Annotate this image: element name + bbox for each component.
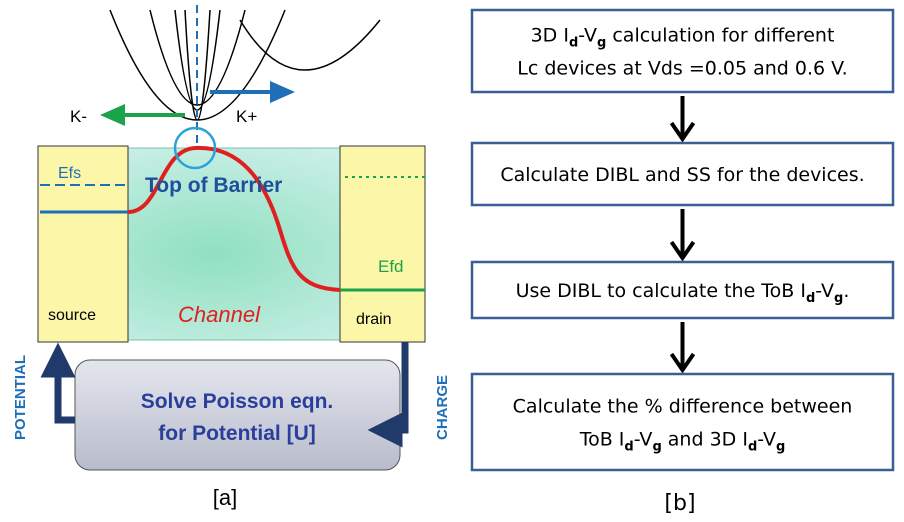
flow-arrow (672, 322, 694, 370)
k-minus-arrow (100, 104, 185, 126)
efs: Efs (58, 165, 81, 182)
panel-label: [b] (664, 491, 695, 516)
panel-b: [b] 3D Id-Vg calculation for differentLc… (472, 10, 893, 516)
poisson-line: for Potential [U] (158, 422, 316, 445)
panel-a: K- K+ Efs Top of Barrier Efd source Chan… (12, 5, 451, 510)
subscript: d (806, 291, 815, 306)
k-minus: K- (70, 107, 87, 126)
source: source (48, 307, 96, 324)
text-run: Calculate DIBL and SS for the devices. (500, 164, 864, 186)
text-run: -V (578, 25, 597, 47)
subscript: g (776, 440, 785, 455)
drain: drain (356, 311, 392, 328)
subscript: g (652, 440, 661, 455)
text-run: -V (815, 280, 834, 302)
efd: Efd (378, 257, 404, 276)
text-run: -V (757, 429, 776, 451)
step-box (472, 374, 893, 470)
flow-arrow (672, 96, 694, 139)
charge: CHARGE (434, 375, 451, 440)
step-text: Calculate DIBL and SS for the devices. (500, 164, 864, 186)
panel-label: [a] (213, 485, 237, 510)
subscript: d (569, 36, 578, 51)
text-run: -V (634, 429, 653, 451)
step-text: Lc devices at Vds =0.05 and 0.6 V. (517, 58, 847, 80)
text-run: ToB I (579, 429, 625, 451)
channel: Channel (178, 302, 261, 327)
text-run: . (843, 280, 849, 302)
k-plus-arrow (210, 81, 295, 103)
text-run: calculation for different (606, 25, 834, 47)
text-run: Lc devices at Vds =0.05 and 0.6 V. (517, 58, 847, 80)
bands (110, 10, 380, 120)
subscript: g (597, 36, 606, 51)
top-of-barrier: Top of Barrier (145, 174, 282, 197)
text-run: Use DIBL to calculate the ToB I (516, 280, 806, 302)
subscript: d (748, 440, 757, 455)
potential: POTENTIAL (12, 355, 29, 440)
figure: K- K+ Efs Top of Barrier Efd source Chan… (0, 0, 904, 522)
subscript: d (624, 440, 633, 455)
poisson-line: Solve Poisson eqn. (141, 390, 334, 413)
step-box (472, 10, 893, 92)
potential-arrow (58, 360, 75, 420)
text-run: 3D I (531, 25, 569, 47)
k-plus: K+ (236, 107, 257, 126)
text-run: and 3D I (662, 429, 748, 451)
subscript: g (834, 291, 843, 306)
poisson-box (75, 360, 400, 470)
text-run: Calculate the % difference between (513, 396, 853, 418)
flow-arrow (672, 209, 694, 258)
step-text: Calculate the % difference between (513, 396, 853, 418)
